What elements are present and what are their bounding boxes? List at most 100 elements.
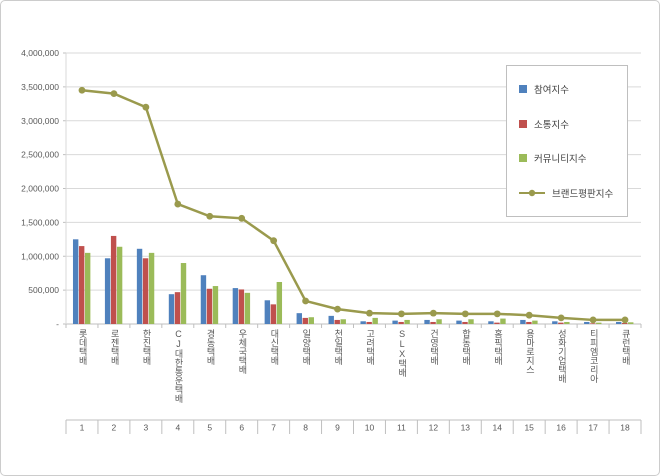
rank-label: 17: [588, 423, 598, 433]
bar: [392, 320, 398, 324]
bar: [366, 321, 372, 324]
bar: [488, 321, 494, 324]
rank-label: 8: [303, 423, 308, 433]
line-marker: [302, 297, 309, 305]
line-marker: [525, 311, 533, 319]
bar: [552, 321, 558, 324]
bar: [628, 322, 634, 324]
line-marker: [110, 90, 118, 98]
line-marker: [621, 316, 629, 324]
bar: [596, 322, 602, 324]
bar: [238, 289, 245, 324]
bar: [180, 263, 187, 324]
bar: [78, 246, 85, 324]
line-marker: [398, 310, 405, 318]
line-marker: [461, 310, 469, 318]
rank-label: 3: [143, 423, 148, 433]
y-axis-tick-label: 2,500,000: [21, 150, 59, 160]
legend-label: 브랜드평판지수: [552, 188, 614, 200]
legend-label: 참여지수: [534, 85, 569, 97]
bar: [174, 292, 181, 324]
bar: [436, 319, 442, 324]
bar: [168, 294, 175, 324]
y-axis-tick-label: 3,000,000: [21, 116, 59, 126]
bar: [590, 323, 596, 324]
legend-marker: [528, 189, 536, 196]
line-marker: [334, 305, 341, 313]
bar: [456, 320, 462, 324]
line-marker: [429, 309, 437, 317]
bar: [616, 321, 622, 324]
legend-item: 커뮤니티지수: [519, 151, 623, 165]
y-axis-tick-label: 500,000: [28, 285, 59, 295]
line-marker: [366, 309, 373, 317]
rank-label: 12: [429, 423, 439, 433]
bar: [500, 318, 506, 324]
bar: [334, 319, 340, 324]
bar: [136, 248, 143, 324]
bar: [584, 321, 590, 324]
y-axis-tick-label: 3,500,000: [21, 82, 59, 92]
y-axis-tick-label: -: [56, 319, 59, 329]
bar: [72, 239, 79, 324]
rank-label: 14: [493, 423, 503, 433]
bar: [302, 317, 308, 324]
line-marker: [174, 200, 182, 208]
bar: [494, 322, 500, 324]
legend-swatch: [519, 154, 527, 163]
y-axis-tick-label: 4,000,000: [21, 48, 59, 58]
bar: [206, 288, 213, 324]
rank-label: 16: [556, 423, 566, 433]
bar: [264, 300, 271, 324]
line-marker: [557, 314, 565, 322]
legend-swatch: [519, 85, 527, 94]
bar: [116, 246, 123, 324]
bar: [328, 315, 334, 324]
bar: [84, 252, 91, 324]
line-marker: [238, 214, 246, 222]
bar: [564, 321, 570, 324]
legend-item: 브랜드평판지수: [519, 186, 623, 200]
line-marker: [78, 86, 86, 94]
y-axis-tick-label: 1,000,000: [21, 251, 59, 261]
rank-label: 2: [112, 423, 117, 433]
rank-label: 15: [524, 423, 534, 433]
line-marker: [270, 237, 278, 245]
trend-line: [81, 89, 626, 322]
bar: [340, 319, 346, 324]
bar: [110, 235, 117, 324]
bar: [244, 292, 251, 324]
legend-item: 소통지수: [519, 117, 623, 131]
line-marker: [589, 316, 597, 324]
line-marker: [493, 310, 501, 318]
bar: [372, 317, 378, 324]
bar: [622, 322, 628, 324]
bar: [468, 319, 474, 324]
rank-label: 5: [207, 423, 212, 433]
y-axis-tick-label: 2,000,000: [21, 184, 59, 194]
legend-item: 참여지수: [519, 82, 623, 96]
rank-label: 4: [175, 423, 180, 433]
rank-label: 18: [620, 423, 630, 433]
y-axis-tick-label: 1,500,000: [21, 217, 59, 227]
rank-label: 11: [397, 423, 406, 433]
bar: [276, 281, 283, 324]
line-marker: [206, 212, 214, 220]
bar: [148, 252, 155, 324]
legend-swatch: [519, 119, 527, 128]
bar: [360, 321, 366, 324]
bar: [430, 321, 436, 324]
bar: [526, 321, 532, 324]
bar: [424, 319, 430, 324]
rank-label: 7: [271, 423, 276, 433]
bar: [200, 275, 207, 324]
bar: [270, 304, 277, 324]
line-marker: [142, 103, 150, 111]
bar: [296, 313, 302, 324]
bar: [520, 319, 526, 324]
bar: [232, 288, 239, 324]
bar: [398, 321, 404, 324]
bar: [142, 258, 149, 324]
